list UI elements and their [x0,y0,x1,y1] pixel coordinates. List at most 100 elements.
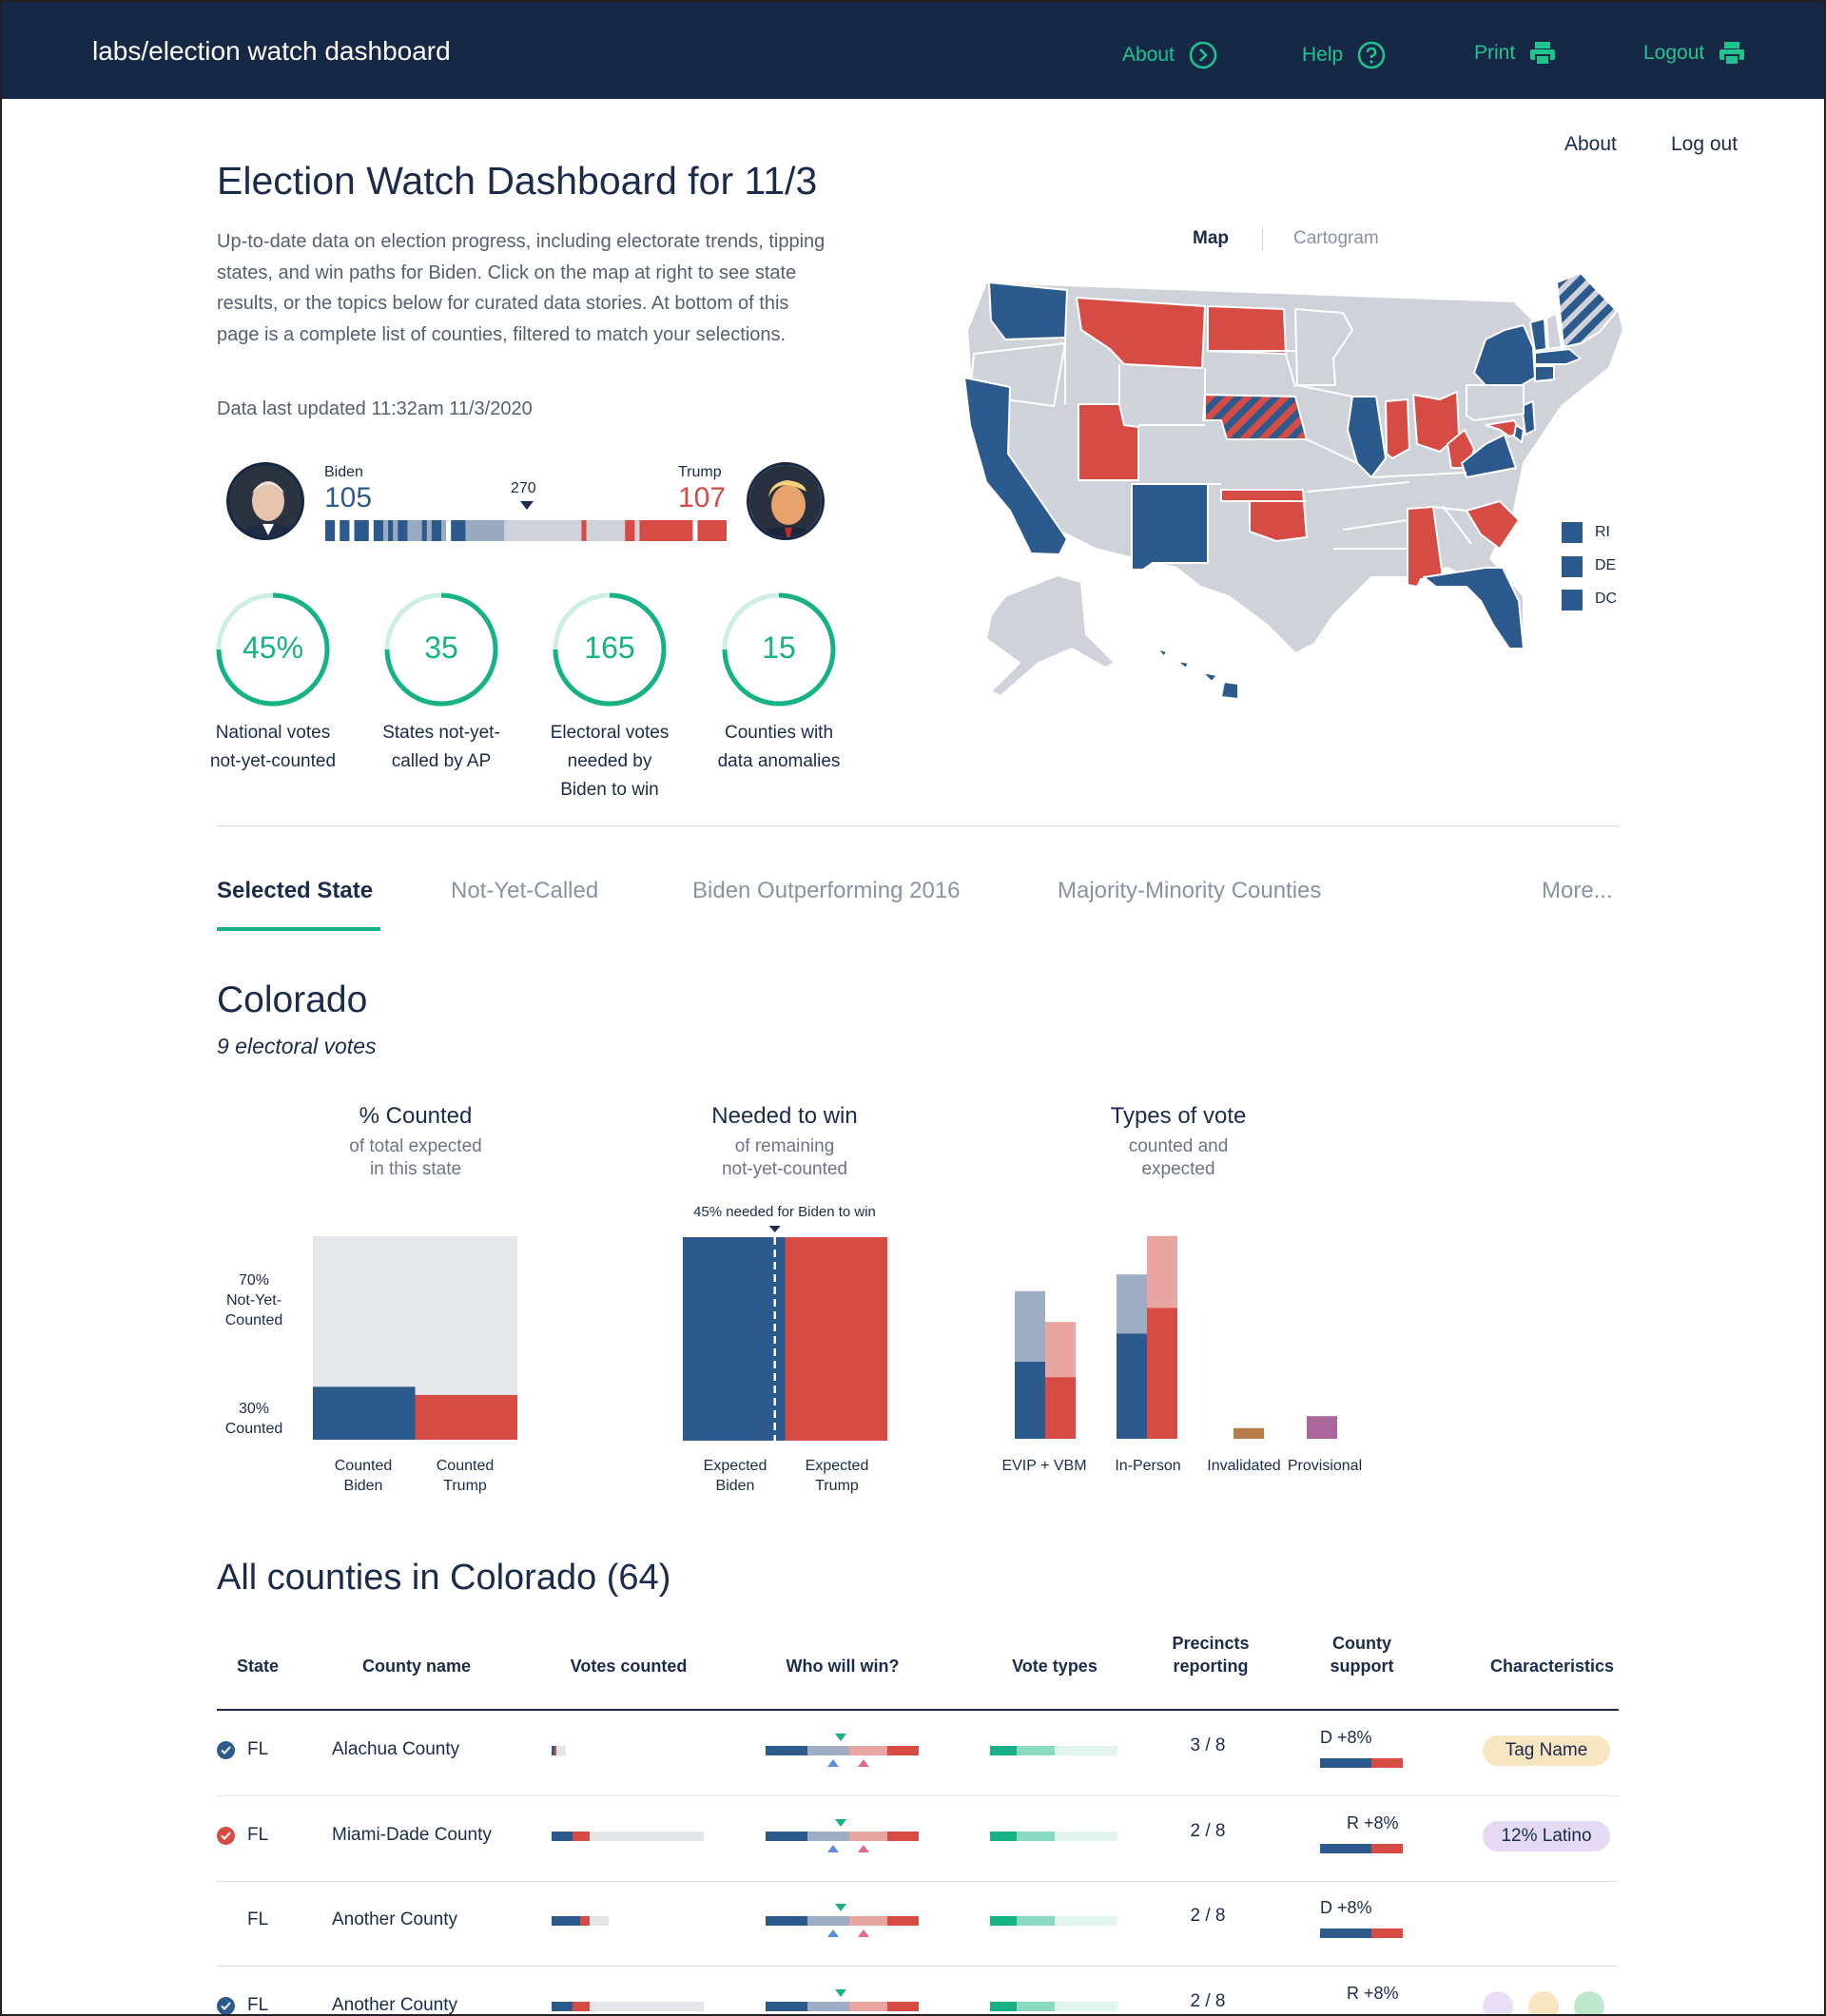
page-title: Election Watch Dashboard for 11/3 [217,159,818,203]
electoral-strip-segment [591,520,597,541]
support-bar [1320,1758,1371,1768]
stat-value: 15 [762,630,796,665]
cell-precincts: 2 / 8 [1190,1906,1226,1926]
nav-print-link[interactable]: Print [1474,40,1557,67]
characteristic-tag[interactable]: 12% Latino [1483,1821,1610,1851]
cell-county-name[interactable]: Another County [332,1995,458,2015]
col-header-characteristics[interactable]: Characteristics [1489,1657,1615,1676]
electoral-strip-segment [509,520,515,541]
electoral-strip-segment [576,520,582,541]
characteristic-dot[interactable] [1483,1991,1513,2014]
electoral-strip-segment [673,520,679,541]
electoral-strip-segment [547,520,554,541]
cell-county-name[interactable]: Miami-Dade County [332,1825,492,1845]
cell-county-name[interactable]: Another County [332,1909,458,1929]
characteristic-dot[interactable] [1528,1991,1559,2014]
progress-ring [216,592,330,707]
state-name: Colorado [217,979,368,1020]
stat-label: Counties with data anomalies [717,723,841,771]
state-ok [1220,489,1308,542]
vote-type-bar [990,1746,1017,1755]
nav-logout-link[interactable]: Logout [1643,40,1746,67]
bar-counted-biden [313,1386,416,1440]
electoral-strip-segment [697,520,703,541]
cell-state: FL [247,1909,269,1929]
win-bar-segment [766,1916,807,1926]
electoral-strip-segment [567,520,573,541]
votes-counted-bar [554,1746,556,1755]
col-header-who-will-win[interactable]: Who will win? [786,1657,900,1676]
win-bar-segment [887,1746,919,1755]
active-tab-underline [217,927,380,931]
col-header-state[interactable]: State [236,1657,279,1676]
vote-type-bar [990,1832,1017,1841]
state-fl [1423,567,1525,649]
logout-link[interactable]: Log out [1671,133,1739,155]
electoral-strip-segment [460,520,466,541]
votes-counted-bar [580,1916,590,1926]
nav-logout-label: Logout [1643,42,1705,64]
electoral-strip-segment [668,520,674,541]
votes-counted-bar [556,1746,566,1755]
col-header-precincts[interactable]: Precincts reporting [1172,1634,1250,1676]
state-hi [1156,648,1239,700]
printer-icon [1530,42,1556,66]
about-link[interactable]: About [1564,133,1617,155]
electoral-strip-segment [721,520,727,541]
bar-biden-expected [1015,1290,1045,1362]
col-header-vote-types[interactable]: Vote types [1012,1657,1098,1676]
electoral-strip-segment [354,520,359,541]
legend-swatch [1562,556,1583,577]
state-me [1556,273,1618,348]
characteristic-tag[interactable]: Tag Name [1483,1735,1610,1766]
tab-selected-state[interactable]: Selected State [217,878,374,903]
tab-cartogram[interactable]: Cartogram [1293,228,1379,248]
electoral-strip-segment [388,520,394,541]
electoral-strip-segment [625,520,631,541]
tab-majority-minority[interactable]: Majority-Minority Counties [1058,878,1322,903]
cell-county-support: R +8% [1347,1813,1399,1832]
tab-map[interactable]: Map [1193,228,1229,248]
bar-trump-counted [1045,1377,1076,1439]
votes-counted-bar [573,2002,590,2011]
us-election-map[interactable] [953,273,1638,710]
state-ne [1202,394,1308,440]
x-label: EVIP + VBM [1001,1458,1087,1474]
electoral-strip-segment [456,520,461,541]
cell-precincts: 2 / 8 [1190,1991,1226,2011]
vote-type-bar [1055,1832,1117,1841]
electoral-strip-segment [504,520,510,541]
tab-not-yet-called[interactable]: Not-Yet-Called [451,878,599,903]
x-label: Expected Trump [805,1458,869,1494]
tab-biden-outperforming[interactable]: Biden Outperforming 2016 [692,878,961,903]
electoral-strip-segment [330,520,336,541]
col-header-votes[interactable]: Votes counted [570,1657,688,1676]
electoral-strip-segment [711,520,718,541]
col-header-support[interactable]: County support [1330,1634,1394,1676]
electoral-strip-segment [378,520,384,541]
electoral-strip-segment [562,520,568,541]
counted-chart [313,1236,517,1440]
characteristic-dot[interactable] [1574,1991,1604,2014]
printer-icon [1719,42,1745,66]
electoral-strip-segment [678,520,684,541]
electoral-strip-segment [528,520,534,541]
bar-trump-expected [1147,1235,1177,1308]
state-mt [1076,297,1206,369]
electoral-strip-segment [620,520,626,541]
y-annotation-not-counted: 70% Not-Yet- Counted [224,1272,283,1328]
state-nh [1545,312,1563,350]
electoral-strip-segment [683,520,689,541]
tab-more[interactable]: More... [1542,878,1613,903]
nav-help-label: Help [1302,44,1344,66]
cell-county-name[interactable]: Alachua County [332,1739,460,1759]
votes-counted-bar [590,1916,609,1926]
biden-arrow-icon [827,1759,839,1767]
vote-type-bar [1055,1746,1117,1755]
vote-type-bar [1017,2002,1055,2011]
bar-trump-expected [1045,1322,1076,1378]
electoral-strip-segment [707,520,713,541]
col-header-county[interactable]: County name [361,1657,471,1676]
nav-help-link[interactable]: Help [1302,40,1387,70]
nav-about-link[interactable]: About [1122,40,1218,70]
